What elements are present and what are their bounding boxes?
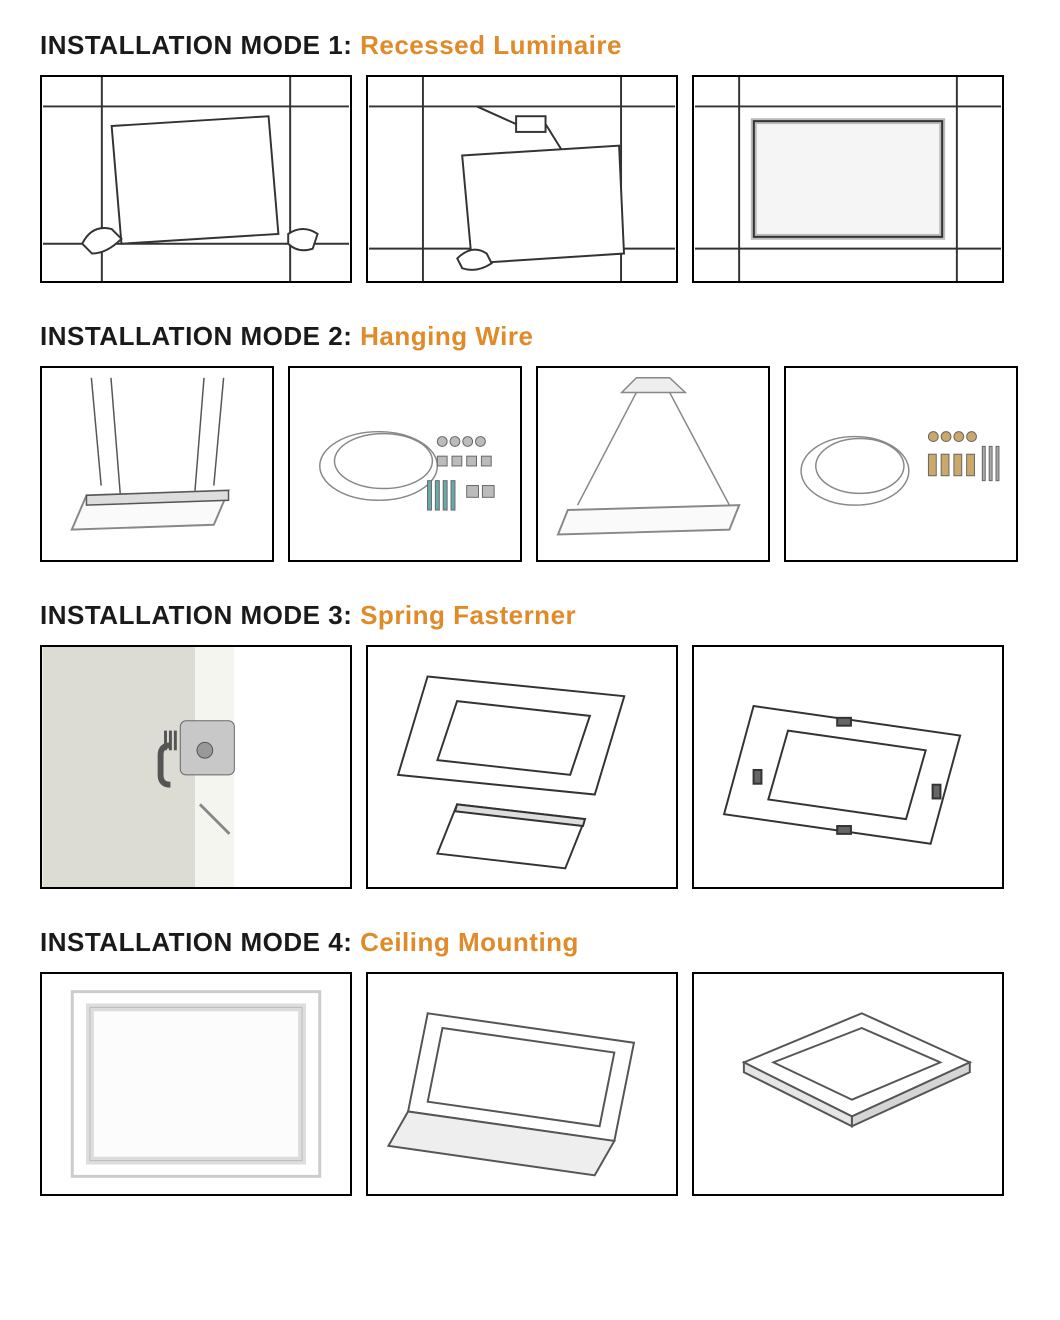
mode-section-1: INSTALLATION MODE 1: Recessed Luminaire — [40, 30, 1020, 283]
mode2-panel-4 — [784, 366, 1018, 562]
mode3-panel-3 — [692, 645, 1004, 889]
mode3-panel-2 — [366, 645, 678, 889]
mode-section-4: INSTALLATION MODE 4: Ceiling Mounting — [40, 927, 1020, 1196]
mode3-panel-1 — [40, 645, 352, 889]
mode1-panel-3 — [692, 75, 1004, 283]
mode-label: INSTALLATION MODE 3: — [40, 600, 352, 630]
mode1-panels — [40, 75, 1020, 283]
mode-name: Ceiling Mounting — [360, 927, 579, 957]
mode2-panels — [40, 366, 1020, 562]
mode-title-4: INSTALLATION MODE 4: Ceiling Mounting — [40, 927, 1020, 958]
mode-label: INSTALLATION MODE 1: — [40, 30, 352, 60]
mode4-panel-2 — [366, 972, 678, 1196]
mode4-panel-3 — [692, 972, 1004, 1196]
mode4-panels — [40, 972, 1020, 1196]
mode-label: INSTALLATION MODE 2: — [40, 321, 352, 351]
mode4-panel-1 — [40, 972, 352, 1196]
mode-name: Spring Fasterner — [360, 600, 576, 630]
mode2-panel-3 — [536, 366, 770, 562]
mode-title-3: INSTALLATION MODE 3: Spring Fasterner — [40, 600, 1020, 631]
mode-name: Recessed Luminaire — [360, 30, 622, 60]
mode-title-1: INSTALLATION MODE 1: Recessed Luminaire — [40, 30, 1020, 61]
mode-section-3: INSTALLATION MODE 3: Spring Fasterner — [40, 600, 1020, 889]
mode1-panel-2 — [366, 75, 678, 283]
mode1-panel-1 — [40, 75, 352, 283]
mode-name: Hanging Wire — [360, 321, 533, 351]
mode-title-2: INSTALLATION MODE 2: Hanging Wire — [40, 321, 1020, 352]
mode2-panel-1 — [40, 366, 274, 562]
mode3-panels — [40, 645, 1020, 889]
mode-label: INSTALLATION MODE 4: — [40, 927, 352, 957]
mode-section-2: INSTALLATION MODE 2: Hanging Wire — [40, 321, 1020, 562]
mode2-panel-2 — [288, 366, 522, 562]
